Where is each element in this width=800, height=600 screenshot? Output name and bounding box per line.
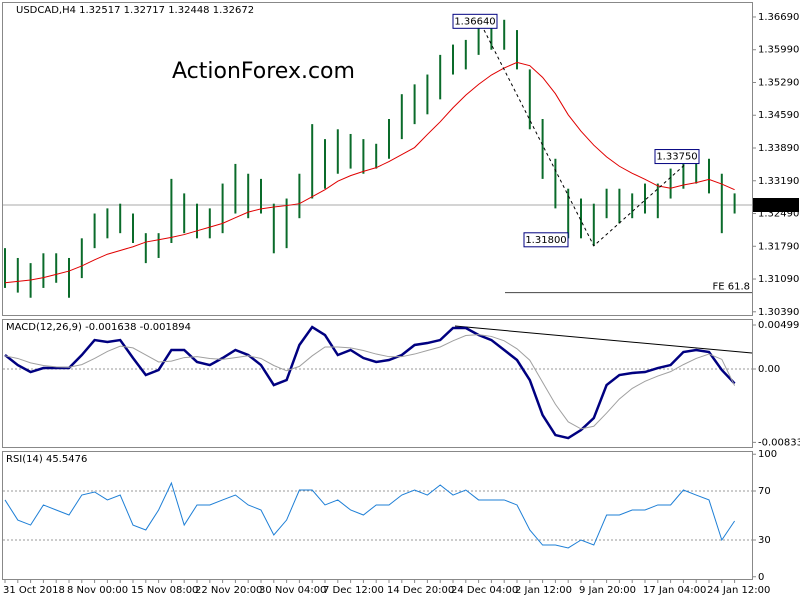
- y-tick-label: -0.00833: [758, 437, 800, 448]
- macd-line: [4, 325, 736, 440]
- price-panel: [2, 2, 753, 316]
- last-price-box: [753, 198, 799, 213]
- fe-label: FE 61.8: [712, 282, 750, 293]
- y-tick-label: 100: [758, 449, 777, 460]
- x-tick-label: 24 Jan 12:00: [707, 585, 770, 596]
- y-tick-label: 1.35290: [758, 77, 799, 88]
- x-tick-label: 17 Jan 04:00: [643, 585, 706, 596]
- panel-title: RSI(14) 45.5476: [6, 454, 87, 465]
- panel-title: USDCAD,H4 1.32517 1.32717 1.32448 1.3267…: [16, 5, 254, 16]
- last-price-label: 1.32672: [757, 200, 798, 211]
- rsi-panel: [2, 451, 753, 580]
- x-tick-label: 30 Nov 04:00: [259, 585, 326, 596]
- panel-title: MACD(12,26,9) -0.001638 -0.001894: [6, 322, 191, 333]
- signal-line: [4, 334, 736, 430]
- annotation: 1.33750: [656, 152, 697, 163]
- annotation-box: [523, 232, 569, 248]
- x-tick-label: 8 Nov 00:00: [67, 585, 128, 596]
- macd-panel: [2, 319, 753, 448]
- rsi-line: [4, 481, 736, 549]
- x-tick-label: 7 Dec 12:00: [323, 585, 384, 596]
- annotation-box: [452, 13, 498, 29]
- annotation: 1.36640: [454, 16, 495, 27]
- y-tick-label: 1.34590: [758, 110, 799, 121]
- y-tick-label: 1.31090: [758, 274, 799, 285]
- y-tick-label: 1.33190: [758, 176, 799, 187]
- annotation-box: [654, 149, 700, 165]
- x-tick-label: 9 Jan 20:00: [579, 585, 636, 596]
- x-tick-label: 24 Dec 04:00: [451, 585, 518, 596]
- x-tick-label: 14 Dec 20:00: [387, 585, 454, 596]
- y-tick-label: 0.004998: [758, 320, 800, 331]
- y-tick-label: 1.36690: [758, 12, 799, 23]
- y-tick-label: 1.31790: [758, 241, 799, 252]
- x-tick-label: 15 Nov 08:00: [131, 585, 198, 596]
- x-tick-label: 2 Jan 12:00: [515, 585, 572, 596]
- swing-line: [478, 19, 697, 247]
- y-tick-label: 1.30390: [758, 307, 799, 318]
- x-tick-label: 22 Nov 20:00: [195, 585, 262, 596]
- y-tick-label: 1.35990: [758, 45, 799, 56]
- y-tick-label: 0.00: [758, 364, 780, 375]
- macd-trendline: [454, 325, 753, 354]
- annotation: 1.31800: [525, 235, 566, 246]
- y-tick-label: 70: [758, 486, 771, 497]
- y-tick-label: 1.33890: [758, 143, 799, 154]
- x-tick-label: 31 Oct 2018: [3, 585, 65, 596]
- watermark: ActionForex.com: [172, 59, 355, 84]
- y-tick-label: 1.32490: [758, 209, 799, 220]
- moving-average: [4, 61, 735, 284]
- y-tick-label: 0: [758, 572, 764, 583]
- y-tick-label: 30: [758, 535, 771, 546]
